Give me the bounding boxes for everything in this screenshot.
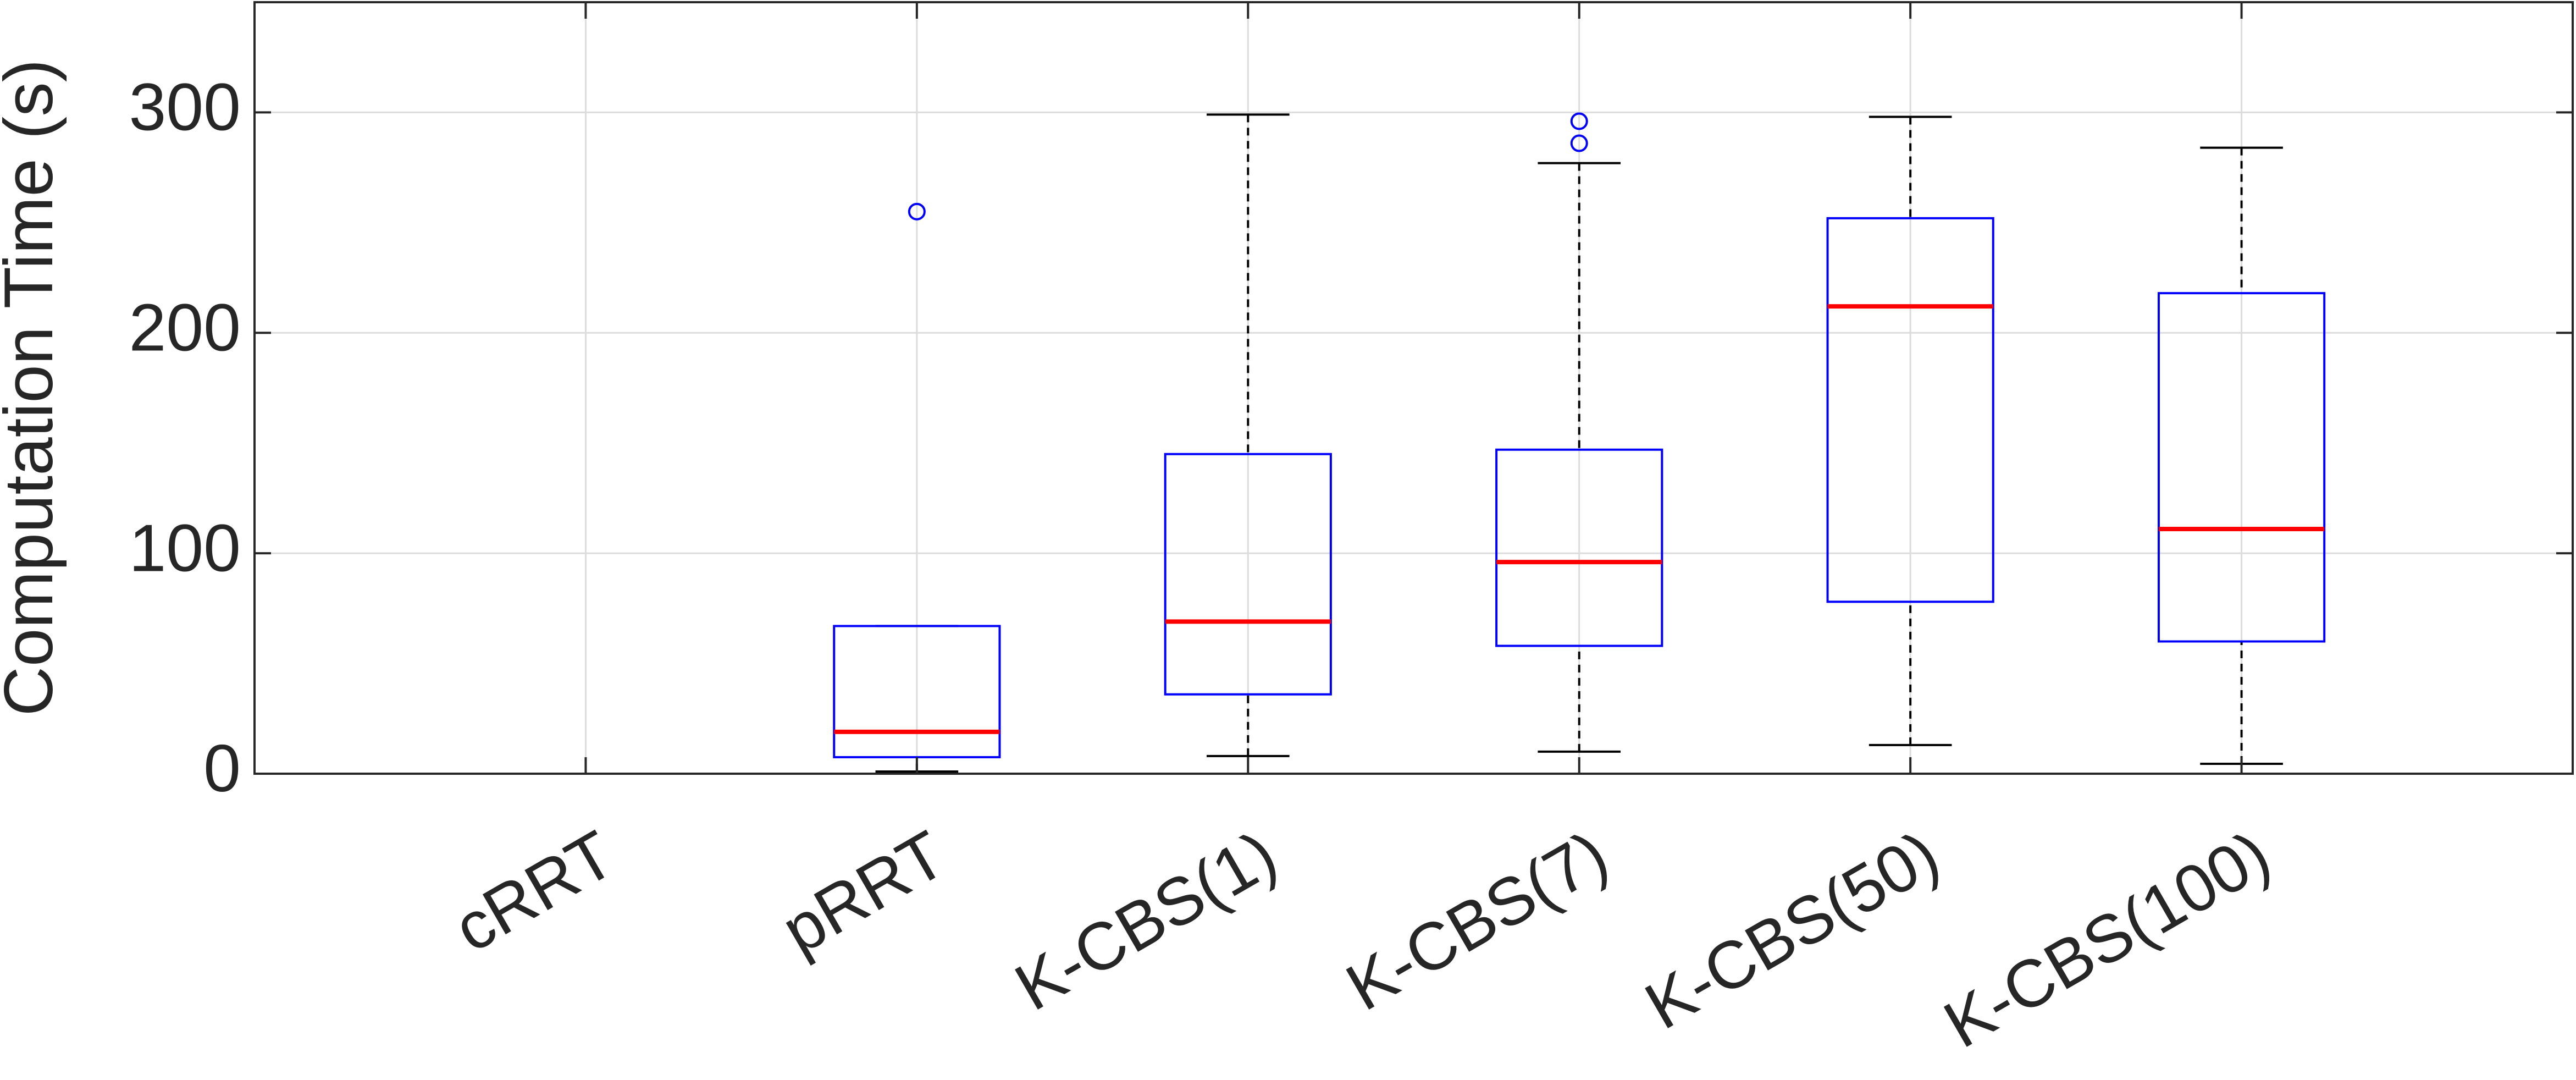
outlier [908,202,926,221]
x-tick-label: K-CBS(50) [1633,817,1951,1044]
x-tick-label: pRRT [770,817,958,968]
outlier [1570,112,1588,130]
y-tick-label: 300 [129,70,241,145]
y-axis-label: Computation Time (s) [0,59,67,717]
box [1495,448,1663,647]
y-tick-label: 0 [203,731,241,806]
box [833,625,1001,758]
x-tick-label: K-CBS(1) [1003,817,1289,1025]
x-tick-label: K-CBS(7) [1334,817,1620,1025]
grid [255,2,2573,775]
box [2157,292,2326,643]
outlier [1570,134,1588,152]
y-tick-label: 200 [129,290,241,365]
box [1164,453,1332,696]
x-tick-label: cRRT [441,817,626,967]
y-tick-label: 100 [129,510,241,585]
plot-frame [253,1,2574,775]
box [1826,217,1994,603]
x-tick-label: K-CBS(100) [1932,817,2282,1062]
